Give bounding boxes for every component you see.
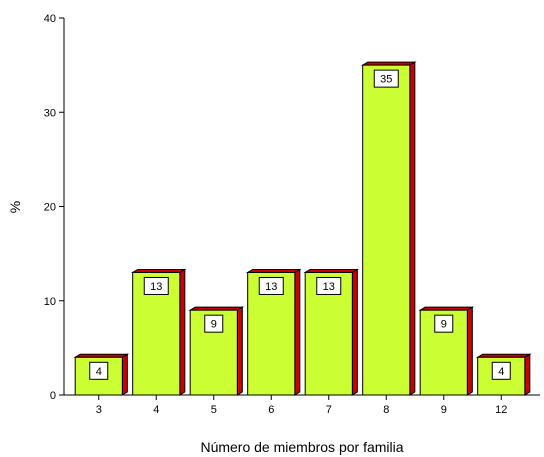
x-tick-label: 7: [326, 404, 332, 416]
x-tick-label: 6: [268, 404, 274, 416]
data-label: 9: [211, 319, 217, 331]
y-axis-title: %: [7, 201, 23, 213]
data-label-box: [316, 276, 342, 295]
data-label-box: [258, 276, 284, 295]
bar-side: [179, 268, 186, 396]
data-label-box: [143, 276, 169, 295]
x-tick-label: 4: [153, 404, 159, 416]
bar-side: [294, 268, 301, 396]
data-label: 4: [498, 366, 504, 378]
bar-side: [236, 306, 243, 396]
data-label-box: [89, 361, 109, 380]
bar-side: [466, 306, 473, 396]
x-ticks-group: 3 4 5 6 7 8 9 12: [96, 395, 507, 416]
bar-side: [524, 353, 531, 396]
bar-side: [121, 353, 128, 396]
y-ticks-group: 0 10 20 30 40: [44, 13, 64, 402]
y-tick-label: 10: [44, 296, 56, 308]
bars-group: 4 13 9 13 13 35 9 4: [73, 61, 532, 396]
data-label-box: [434, 314, 454, 333]
data-label: 13: [150, 281, 162, 293]
data-label: 4: [96, 366, 102, 378]
x-tick-label: 9: [441, 404, 447, 416]
x-tick-label: 8: [383, 404, 389, 416]
data-label-box: [373, 69, 399, 88]
data-label-box: [491, 361, 511, 380]
y-tick-label: 40: [44, 13, 56, 25]
y-tick-label: 30: [44, 107, 56, 119]
bar-side: [351, 268, 358, 396]
x-tick-label: 5: [211, 404, 217, 416]
bar: [362, 64, 411, 396]
data-label: 9: [441, 319, 447, 331]
x-axis-title: Número de miembros por familia: [200, 439, 403, 455]
x-tick-label: 12: [495, 404, 507, 416]
bar-side: [409, 61, 416, 396]
data-label: 13: [265, 281, 277, 293]
data-label-box: [204, 314, 224, 333]
y-tick-label: 0: [50, 390, 56, 402]
data-label: 35: [380, 74, 392, 86]
x-tick-label: 3: [96, 404, 102, 416]
data-label: 13: [323, 281, 335, 293]
y-tick-label: 20: [44, 202, 56, 214]
